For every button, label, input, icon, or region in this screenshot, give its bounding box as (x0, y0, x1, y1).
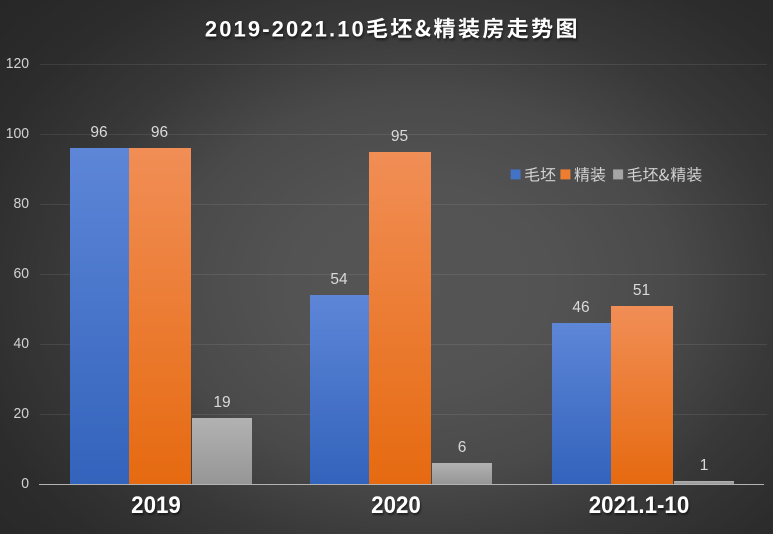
svg-text:2019-2021.10: 2019-2021.10 (205, 16, 366, 41)
